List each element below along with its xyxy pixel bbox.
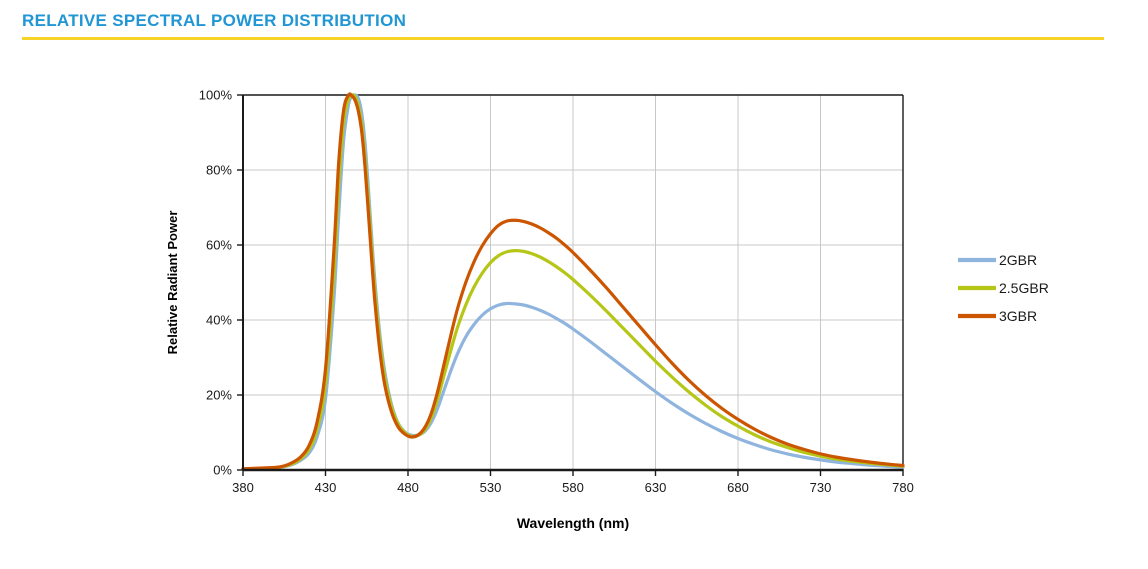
x-tick-label: 480 — [397, 480, 419, 495]
y-tick-label: 0% — [213, 463, 232, 478]
spectral-power-distribution-chart: 0% 20% 40% 60% 80% 100% 380 430 480 530 580 630 680 7… — [165, 88, 1049, 532]
legend-label-3gbr: 3GBR — [999, 308, 1037, 324]
axis-tick-labels: 0% 20% 40% 60% 80% 100% 380 430 480 530 580 630 680 7… — [199, 88, 914, 496]
x-tick-label: 630 — [645, 480, 667, 495]
series-line-2gbr — [241, 93, 905, 471]
y-tick-label: 20% — [206, 388, 232, 403]
y-tick-label: 60% — [206, 238, 232, 253]
gridlines — [243, 94, 904, 470]
x-tick-label: 380 — [232, 480, 254, 495]
chart-container: 0% 20% 40% 60% 80% 100% 380 430 480 530 580 630 680 7… — [0, 50, 1148, 569]
legend-label-2gbr: 2GBR — [999, 252, 1037, 268]
page-title: RELATIVE SPECTRAL POWER DISTRIBUTION — [22, 11, 407, 30]
axis-titles: Wavelength (nm) Relative Radiant Power — [165, 211, 629, 531]
y-tick-label: 40% — [206, 313, 232, 328]
y-tick-label: 100% — [199, 88, 233, 103]
legend-label-2-5gbr: 2.5GBR — [999, 280, 1049, 296]
axes — [237, 94, 904, 476]
x-axis-title: Wavelength (nm) — [517, 515, 629, 531]
x-tick-label: 680 — [727, 480, 749, 495]
y-axis-title: Relative Radiant Power — [165, 211, 180, 355]
x-tick-label: 430 — [315, 480, 337, 495]
x-tick-label: 580 — [562, 480, 584, 495]
series-line-3gbr — [241, 92, 905, 471]
title-divider — [22, 37, 1104, 40]
x-tick-label: 730 — [810, 480, 832, 495]
y-tick-label: 80% — [206, 163, 232, 178]
x-tick-label: 530 — [480, 480, 502, 495]
chart-legend: 2GBR 2.5GBR 3GBR — [958, 252, 1049, 324]
data-curves — [241, 92, 905, 471]
x-tick-label: 780 — [892, 480, 914, 495]
